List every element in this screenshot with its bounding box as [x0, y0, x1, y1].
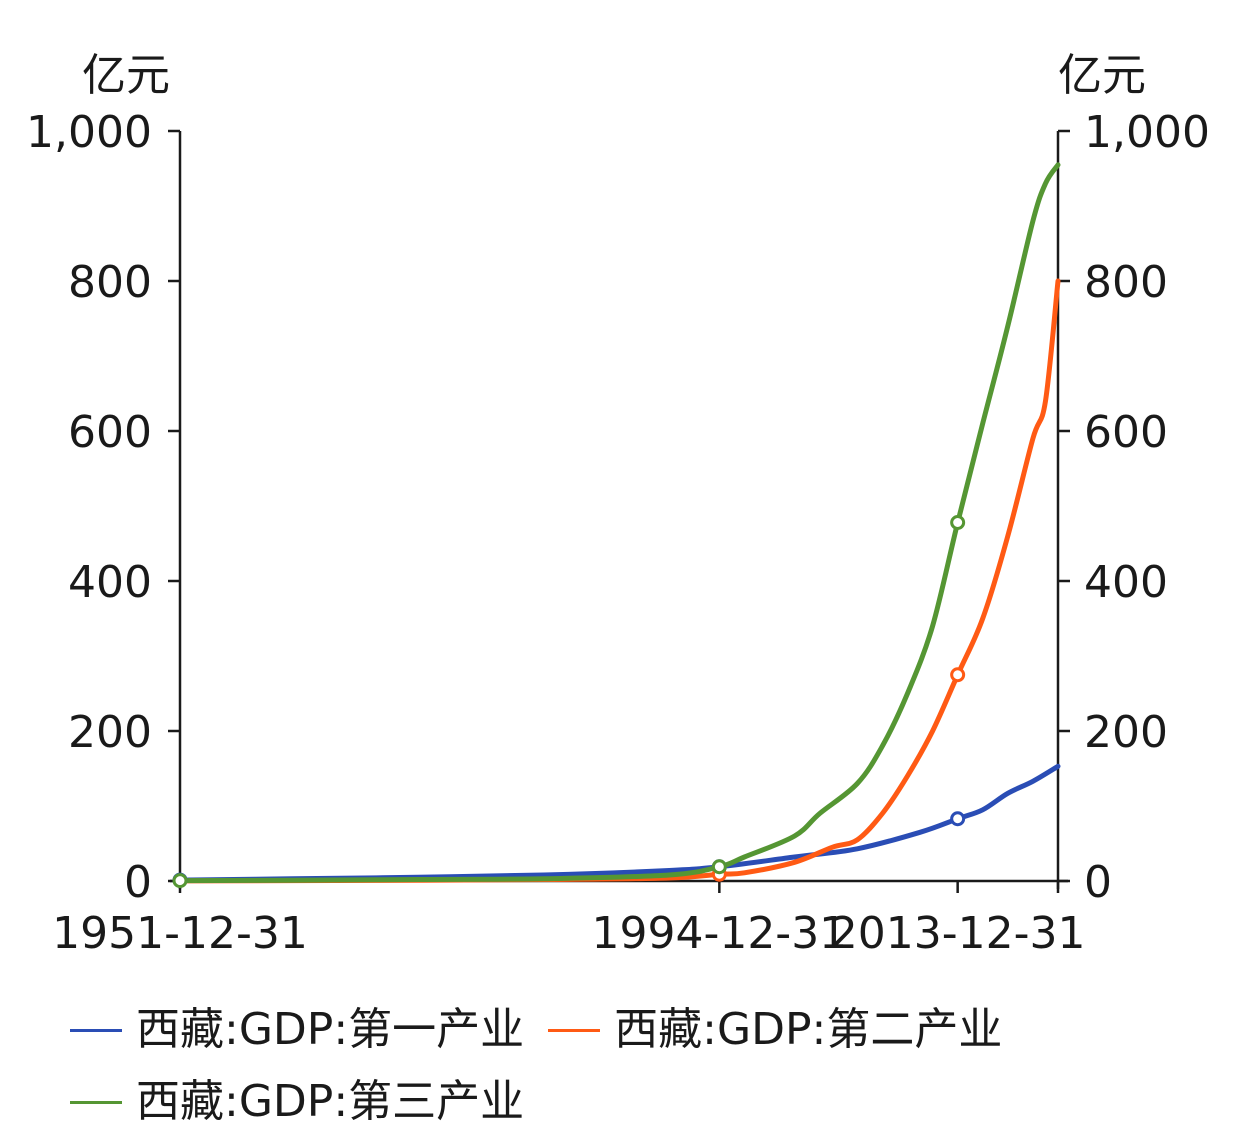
x-tick-label: 2013-12-31 [830, 908, 1086, 959]
marker-tertiary-industry [950, 515, 966, 530]
series-line-tertiary-industry [177, 162, 1061, 884]
marker-tertiary-industry [172, 873, 188, 889]
x-tick-label: 1951-12-31 [52, 908, 308, 959]
marker-tertiary-industry [711, 859, 727, 875]
legend-swatch-secondary-industry [548, 1028, 601, 1032]
chart: 0 200 400 600 800 1,000 0 200 400 600 800 1,000 亿元 亿元… [26, 50, 1210, 959]
right-y-tick-label: 800 [1084, 257, 1168, 308]
left-y-axis-unit: 亿元 [82, 50, 170, 101]
series-line-primary-industry [177, 763, 1061, 883]
left-y-tick-label: 1,000 [26, 107, 152, 158]
series-line-secondary-industry [177, 278, 1061, 884]
legend-label-primary-industry: 西藏:GDP:第一产业 [136, 1004, 525, 1055]
legend-label-tertiary-industry: 西藏:GDP:第三产业 [136, 1076, 525, 1127]
legend-item-tertiary-industry: 西藏:GDP:第三产业 [70, 1080, 524, 1124]
right-y-tick-label: 400 [1084, 557, 1168, 608]
legend-row-2: 西藏:GDP:第三产业 [70, 1066, 1210, 1138]
legend-swatch-primary-industry [70, 1028, 122, 1032]
right-y-tick-label: 0 [1084, 857, 1112, 908]
right-y-tick-label: 200 [1084, 707, 1168, 758]
legend-label-secondary-industry: 西藏:GDP:第二产业 [614, 1004, 1003, 1055]
right-y-tick-label: 1,000 [1084, 107, 1210, 158]
chart-canvas: 0 200 400 600 800 1,000 0 200 400 600 800 1,000 亿元 亿元… [26, 50, 1210, 959]
left-y-tick-label: 200 [68, 707, 152, 758]
left-y-tick-label: 600 [68, 407, 152, 458]
right-y-axis-unit: 亿元 [1058, 50, 1146, 101]
legend-row-1: 西藏:GDP:第一产业 西藏:GDP:第二产业 [70, 994, 1210, 1066]
left-y-tick-label: 0 [124, 857, 152, 908]
left-y-tick-label: 800 [68, 257, 152, 308]
legend-item-secondary-industry: 西藏:GDP:第二产业 [548, 1008, 1002, 1052]
legend: 西藏:GDP:第一产业 西藏:GDP:第二产业 西藏:GDP:第三产业 [70, 994, 1210, 1138]
marker-primary-industry [950, 811, 966, 827]
legend-swatch-tertiary-industry [70, 1100, 122, 1104]
right-y-tick-label: 600 [1084, 407, 1168, 458]
legend-item-primary-industry: 西藏:GDP:第一产业 [70, 1008, 524, 1052]
marker-secondary-industry [950, 667, 966, 683]
x-tick-label: 1994-12-31 [591, 908, 847, 959]
left-y-tick-label: 400 [68, 557, 152, 608]
